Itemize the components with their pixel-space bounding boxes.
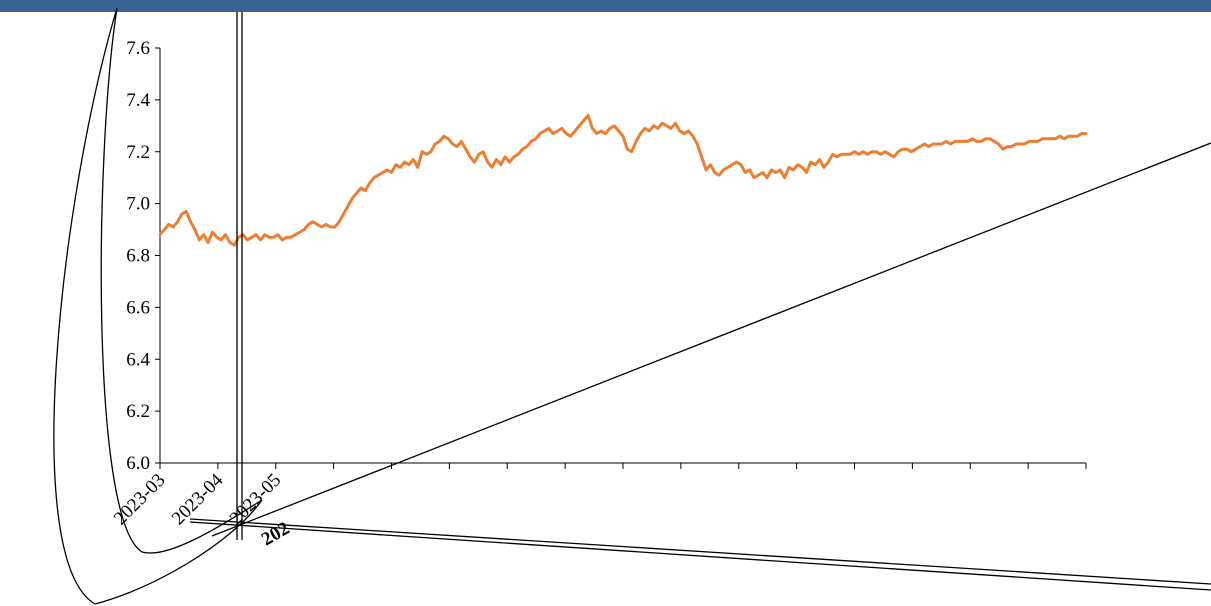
y-tick-label: 7.2 (126, 142, 150, 163)
y-tick-label: 7.4 (126, 90, 150, 111)
x-tick-label-fragment: 202 (258, 518, 293, 550)
x-tick-label: 2023-05 (226, 470, 286, 530)
x-tick-label: 2023-03 (110, 470, 170, 530)
y-tick-label: 6.4 (126, 349, 150, 370)
artifact-diagonal-line (211, 142, 1211, 537)
y-tick-label: 6.8 (126, 246, 150, 267)
y-tick-label: 6.6 (126, 297, 150, 318)
y-axis: 6.0 6.2 6.4 6.6 6.8 7.0 7.2 7.4 7.6 (126, 38, 161, 474)
y-tick-label: 7.0 (126, 194, 150, 215)
y-tick-label: 6.2 (126, 401, 150, 422)
header-bar (0, 0, 1211, 12)
y-tick-label: 6.0 (126, 453, 150, 474)
artifact-curve-bottom (94, 499, 263, 605)
y-tick-label: 7.6 (126, 38, 150, 59)
overlay-artifacts: 202 (53, 7, 1211, 605)
artifact-curve-left (53, 7, 118, 605)
series-line-0 (158, 113, 1088, 247)
artifact-slant-line-1 (189, 518, 1211, 585)
artifact-slant-line-2 (189, 521, 1211, 591)
artifact-curve-inner (100, 7, 263, 554)
series-layer (158, 113, 1088, 247)
